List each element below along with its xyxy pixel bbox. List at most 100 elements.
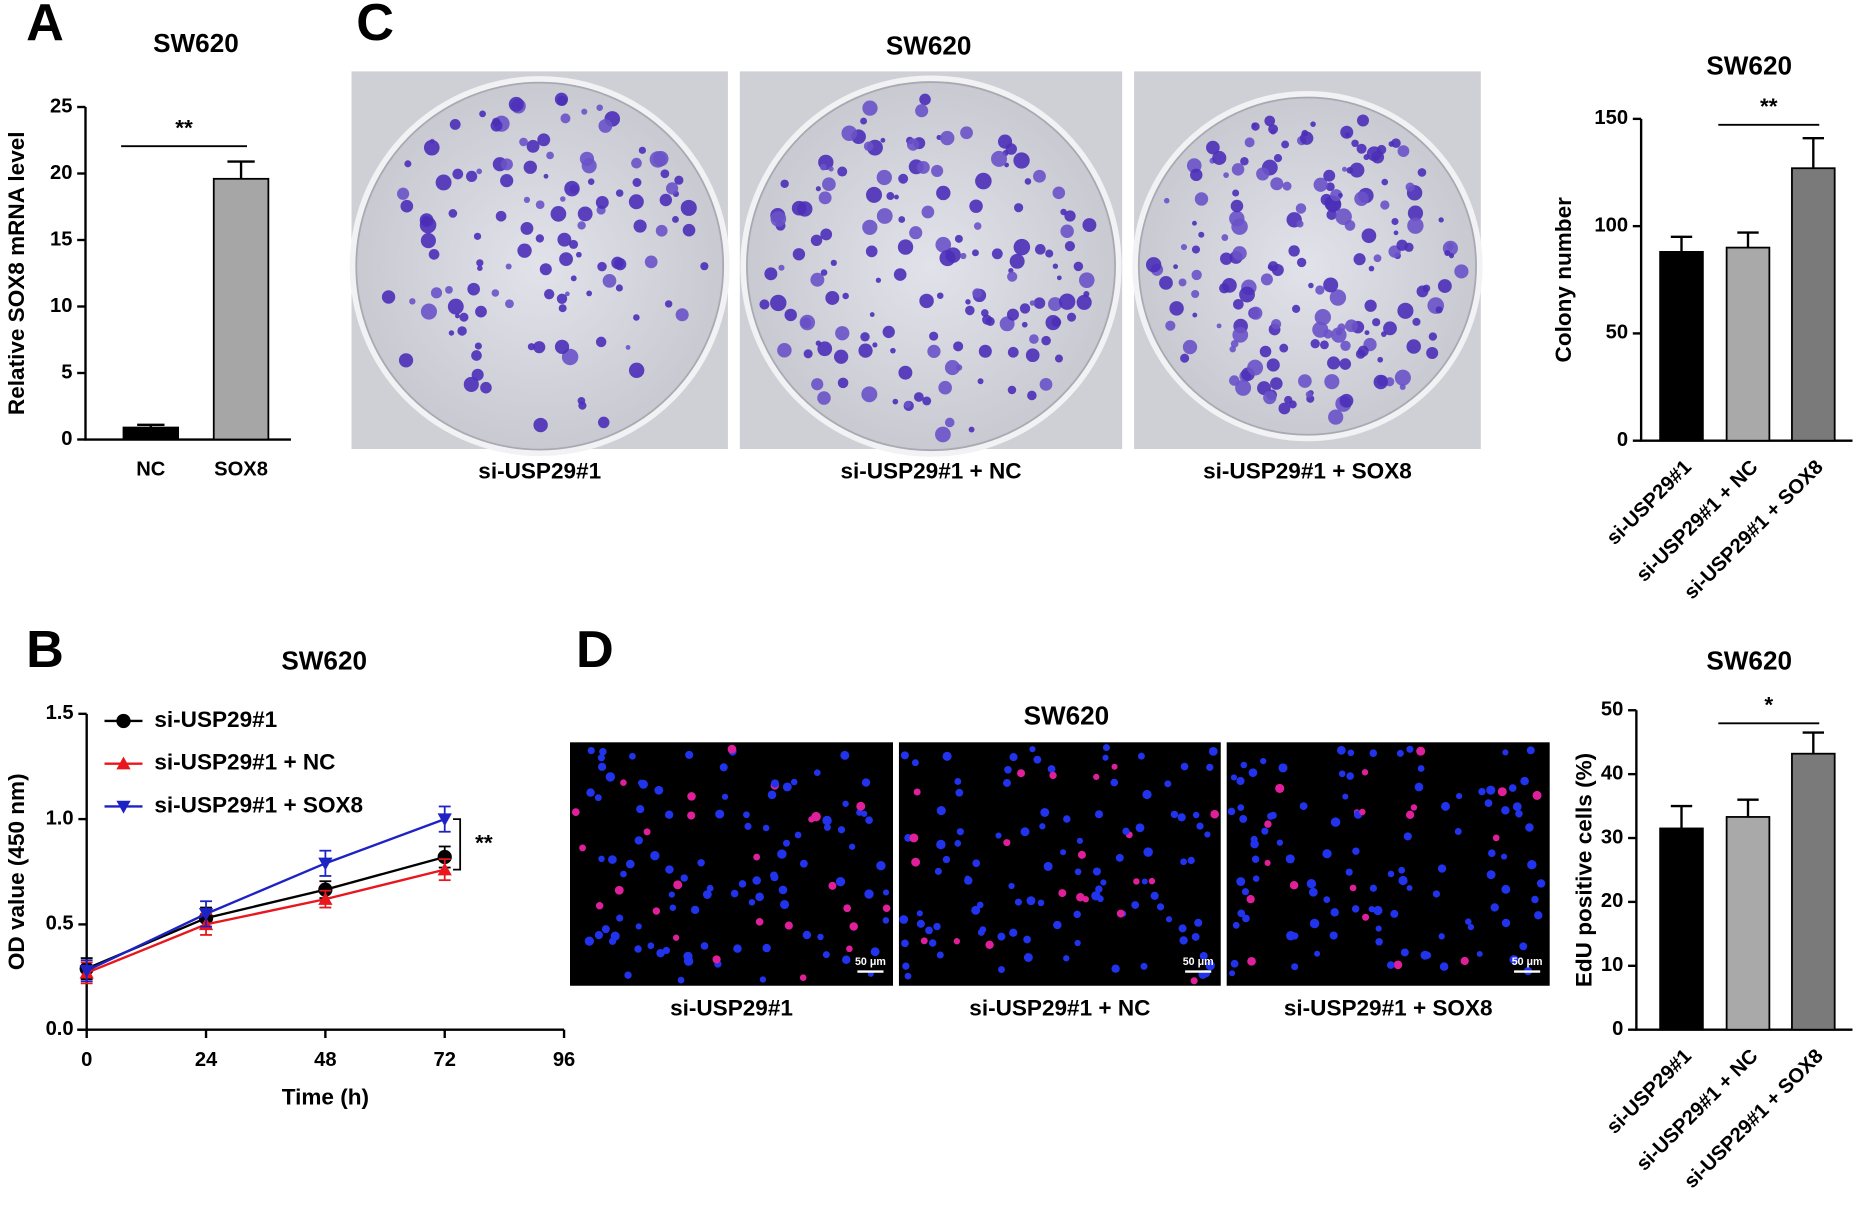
nucleus bbox=[911, 857, 921, 867]
nucleus bbox=[849, 922, 858, 931]
nucleus bbox=[794, 831, 802, 839]
colony bbox=[1354, 191, 1369, 206]
nucleus bbox=[1077, 850, 1086, 859]
nucleus bbox=[995, 832, 1002, 839]
photo-caption: si-USP29#1 + SOX8 bbox=[1203, 459, 1412, 484]
colony bbox=[968, 426, 975, 433]
colony bbox=[1279, 343, 1289, 353]
colony bbox=[1264, 115, 1276, 127]
colony bbox=[1383, 321, 1397, 336]
colony bbox=[381, 290, 396, 304]
colony bbox=[537, 133, 551, 147]
colony bbox=[448, 330, 455, 336]
nucleus bbox=[1239, 814, 1248, 823]
colony bbox=[519, 137, 528, 147]
nucleus bbox=[1237, 909, 1246, 918]
nucleus bbox=[638, 779, 648, 789]
nucleus bbox=[625, 859, 635, 869]
colony bbox=[581, 108, 588, 115]
colony bbox=[533, 341, 546, 354]
colony bbox=[936, 185, 951, 201]
nucleus bbox=[1349, 884, 1357, 892]
nucleus bbox=[811, 811, 821, 822]
nucleus bbox=[654, 785, 664, 795]
colony bbox=[858, 343, 873, 358]
colony bbox=[1407, 217, 1424, 234]
photo-title: SW620 bbox=[886, 31, 972, 61]
colony bbox=[628, 194, 644, 210]
nucleus bbox=[586, 788, 595, 797]
colony bbox=[1397, 302, 1414, 319]
nucleus bbox=[782, 782, 792, 792]
colony bbox=[1323, 169, 1336, 182]
nucleus bbox=[936, 806, 946, 816]
colony bbox=[672, 216, 679, 223]
nucleus bbox=[1534, 911, 1543, 920]
colony bbox=[938, 380, 952, 395]
colony bbox=[1194, 192, 1209, 206]
colony bbox=[554, 339, 570, 354]
nucleus bbox=[1179, 936, 1188, 945]
nucleus bbox=[727, 744, 737, 754]
panel-label: B bbox=[26, 621, 64, 679]
colony bbox=[894, 194, 899, 200]
nucleus bbox=[1206, 763, 1214, 771]
nucleus bbox=[1023, 935, 1031, 944]
chart-title: SW620 bbox=[1706, 51, 1792, 81]
nucleus bbox=[1526, 746, 1535, 755]
nucleus bbox=[1111, 763, 1118, 770]
nucleus bbox=[759, 976, 767, 983]
nucleus bbox=[1208, 746, 1218, 756]
colony bbox=[1284, 395, 1293, 405]
colony bbox=[1281, 140, 1290, 149]
colony bbox=[1330, 189, 1343, 202]
colony bbox=[822, 177, 836, 192]
nucleus bbox=[942, 855, 951, 864]
colony bbox=[1019, 303, 1031, 314]
colony bbox=[1014, 203, 1024, 213]
colony bbox=[1260, 273, 1273, 286]
colony bbox=[1454, 264, 1469, 279]
colony bbox=[476, 168, 483, 175]
nucleus bbox=[634, 836, 643, 845]
nucleus bbox=[1252, 875, 1260, 882]
plate bbox=[355, 81, 725, 451]
nucleus bbox=[752, 876, 761, 885]
nucleus bbox=[1115, 853, 1124, 862]
nucleus bbox=[1190, 977, 1198, 985]
plate-rim bbox=[1132, 90, 1483, 442]
nucleus bbox=[904, 972, 912, 980]
nucleus bbox=[1039, 823, 1046, 830]
scale-bar-label: 50 μm bbox=[1512, 956, 1543, 968]
nucleus bbox=[928, 939, 937, 947]
colony bbox=[500, 158, 513, 171]
nucleus bbox=[730, 889, 739, 898]
nucleus bbox=[605, 772, 616, 782]
colony bbox=[1025, 348, 1040, 363]
nucleus bbox=[647, 942, 655, 950]
colony bbox=[533, 417, 548, 433]
legend-marker bbox=[116, 756, 131, 770]
panel-label: C bbox=[356, 0, 394, 52]
nucleus bbox=[1047, 765, 1056, 773]
nucleus bbox=[934, 867, 942, 875]
colony bbox=[880, 137, 886, 143]
colony bbox=[564, 291, 570, 297]
nucleus bbox=[652, 907, 661, 915]
colony bbox=[1163, 197, 1170, 204]
nucleus bbox=[1026, 896, 1036, 906]
colony bbox=[893, 268, 907, 281]
nucleus bbox=[1037, 899, 1045, 907]
nucleus bbox=[1476, 950, 1483, 957]
chart-title: SW620 bbox=[281, 646, 367, 676]
colony bbox=[960, 252, 967, 260]
colony bbox=[1006, 308, 1019, 321]
nucleus bbox=[608, 937, 617, 945]
nucleus bbox=[748, 899, 756, 906]
colony bbox=[876, 169, 892, 186]
colony bbox=[1357, 345, 1369, 357]
nucleus bbox=[1439, 962, 1449, 971]
nucleus bbox=[697, 859, 705, 867]
colony bbox=[1024, 178, 1032, 185]
colony bbox=[1064, 210, 1076, 222]
